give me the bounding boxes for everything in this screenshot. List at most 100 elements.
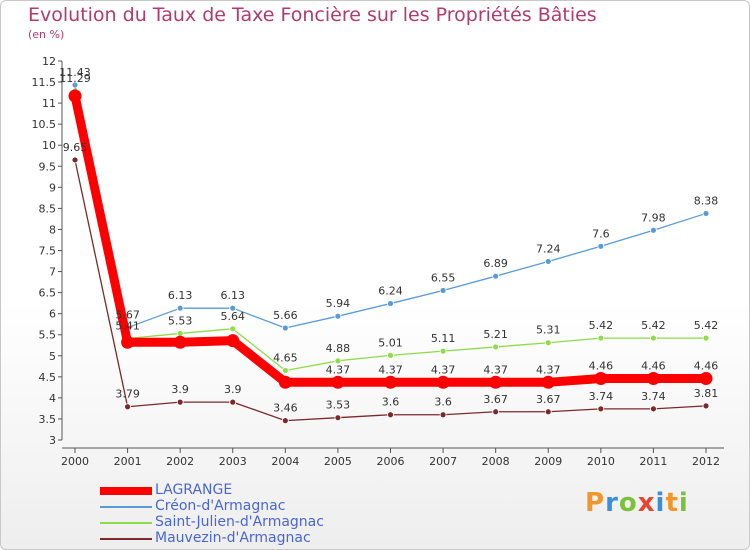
legend-swatch: [100, 487, 152, 495]
data-point: [594, 372, 608, 386]
data-point: [281, 324, 289, 332]
legend-label: Mauvezin-d'Armagnac: [155, 530, 311, 546]
x-tick-label: 2011: [639, 455, 667, 468]
data-point: [492, 343, 500, 351]
data-point: [439, 411, 447, 419]
data-label: 4.37: [378, 363, 403, 376]
y-tick-label: 3: [49, 434, 56, 447]
data-point: [334, 312, 342, 320]
y-tick-label: 12: [42, 55, 56, 68]
x-tick-label: 2010: [587, 455, 615, 468]
x-tick-label: 2002: [166, 455, 194, 468]
data-point: [281, 367, 289, 374]
data-point: [331, 375, 345, 389]
data-point: [650, 405, 657, 413]
data-point: [492, 272, 500, 280]
data-label: 3.81: [694, 387, 719, 400]
data-point: [702, 210, 710, 217]
data-point: [597, 405, 605, 413]
legend-item-lagrange[interactable]: LAGRANGE: [100, 482, 400, 499]
data-label: 8.38: [694, 194, 719, 207]
data-label: 5.21: [483, 328, 508, 341]
data-label: 9.65: [63, 141, 88, 154]
data-point: [71, 81, 79, 89]
data-label: 5.66: [273, 309, 298, 322]
x-tick-label: 2000: [61, 455, 89, 468]
x-tick-label: 2007: [429, 455, 457, 468]
y-tick-label: 4.5: [39, 371, 57, 384]
data-point: [439, 347, 447, 355]
y-tick-label: 4: [49, 392, 56, 405]
legend-label: LAGRANGE: [155, 482, 233, 498]
data-label: 3.6: [434, 396, 452, 409]
data-point: [544, 339, 552, 347]
data-point: [71, 156, 79, 164]
legend-swatch: [100, 522, 152, 524]
x-tick-label: 2006: [377, 455, 405, 468]
data-label: 3.67: [483, 393, 508, 406]
data-point: [229, 325, 237, 333]
y-tick-label: 5: [49, 350, 56, 363]
data-label: 6.13: [221, 289, 246, 302]
data-point: [387, 351, 394, 359]
data-point: [646, 372, 660, 386]
data-label: 6.89: [483, 257, 508, 270]
data-label: 7.98: [641, 211, 666, 224]
legend-item-mauvezin[interactable]: Mauvezin-d'Armagnac: [100, 530, 400, 547]
legend-label: Saint-Julien-d'Armagnac: [155, 514, 324, 530]
legend-swatch: [100, 538, 152, 540]
x-tick-label: 2012: [692, 455, 720, 468]
data-label: 5.11: [431, 332, 456, 345]
y-tick-label: 7.5: [39, 245, 57, 258]
data-label: 7.24: [536, 242, 561, 255]
x-tick-label: 2008: [482, 455, 510, 468]
data-point: [702, 334, 710, 342]
data-label: 5.42: [589, 319, 614, 332]
y-tick-label: 8: [49, 223, 56, 236]
y-tick-label: 6: [49, 308, 56, 321]
data-label: 5.67: [115, 309, 140, 322]
data-label: 5.31: [536, 324, 561, 337]
data-point: [489, 375, 503, 389]
data-point: [124, 403, 131, 411]
data-point: [229, 398, 237, 406]
x-tick-label: 2001: [114, 455, 142, 468]
y-tick-label: 5.5: [39, 329, 57, 342]
y-tick-label: 10: [42, 139, 56, 152]
data-point: [492, 408, 500, 416]
y-tick-label: 10.5: [32, 118, 57, 131]
data-label: 4.65: [273, 352, 298, 365]
data-point: [68, 89, 82, 103]
data-point: [544, 258, 552, 265]
brand-logo: Proxiti: [585, 488, 689, 518]
x-tick-label: 2005: [324, 455, 352, 468]
data-point: [387, 411, 394, 419]
data-label: 4.37: [483, 363, 508, 376]
data-point: [278, 375, 292, 389]
x-tick-label: 2003: [219, 455, 247, 468]
data-label: 3.46: [273, 402, 298, 415]
legend-item-creon[interactable]: Créon-d'Armagnac: [100, 498, 400, 515]
data-label: 6.24: [378, 285, 403, 298]
data-label: 3.79: [115, 388, 140, 401]
data-point: [229, 304, 237, 312]
data-label: 4.37: [431, 363, 456, 376]
y-tick-label: 9: [49, 181, 56, 194]
data-point: [173, 335, 187, 349]
x-tick-label: 2009: [534, 455, 562, 468]
data-label: 3.67: [536, 393, 561, 406]
y-tick-label: 8.5: [39, 202, 57, 215]
data-point: [121, 335, 135, 349]
data-point: [439, 287, 447, 294]
data-point: [436, 375, 450, 389]
y-tick-label: 11: [42, 97, 56, 110]
data-label: 5.94: [326, 297, 351, 310]
data-label: 6.13: [168, 289, 193, 302]
data-label: 3.74: [589, 390, 614, 403]
data-point: [650, 226, 657, 234]
legend-item-saint-julien[interactable]: Saint-Julien-d'Armagnac: [100, 514, 400, 531]
data-point: [176, 330, 184, 337]
chart-title: Evolution du Taux de Taxe Foncière sur l…: [28, 4, 597, 26]
